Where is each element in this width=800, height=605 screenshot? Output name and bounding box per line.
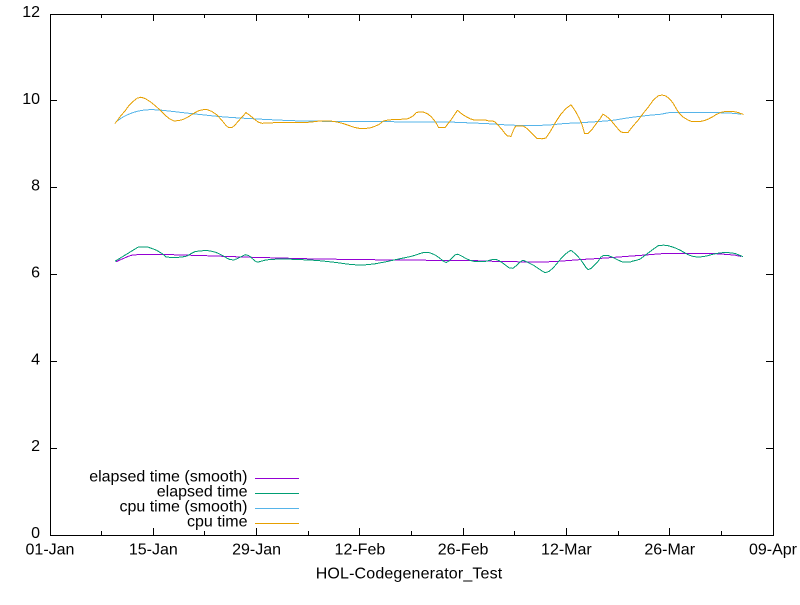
- svg-text:01-Jan: 01-Jan: [26, 542, 75, 559]
- svg-text:4: 4: [31, 351, 40, 368]
- svg-text:cpu time: cpu time: [187, 514, 248, 531]
- svg-text:12: 12: [22, 4, 40, 21]
- svg-text:elapsed time (smooth): elapsed time (smooth): [89, 469, 247, 486]
- svg-text:0: 0: [31, 525, 40, 542]
- svg-text:6: 6: [31, 265, 40, 282]
- svg-text:29-Jan: 29-Jan: [232, 542, 281, 559]
- svg-text:15-Jan: 15-Jan: [129, 542, 178, 559]
- svg-text:12-Mar: 12-Mar: [541, 542, 592, 559]
- svg-text:26-Mar: 26-Mar: [644, 542, 695, 559]
- svg-text:elapsed time: elapsed time: [157, 484, 248, 501]
- svg-text:10: 10: [22, 91, 40, 108]
- svg-text:8: 8: [31, 178, 40, 195]
- svg-text:HOL-Codegenerator_Test: HOL-Codegenerator_Test: [316, 566, 503, 583]
- svg-text:2: 2: [31, 438, 40, 455]
- svg-text:cpu time (smooth): cpu time (smooth): [119, 499, 247, 516]
- svg-text:12-Feb: 12-Feb: [335, 542, 386, 559]
- svg-text:26-Feb: 26-Feb: [438, 542, 489, 559]
- svg-text:09-Apr: 09-Apr: [749, 542, 798, 559]
